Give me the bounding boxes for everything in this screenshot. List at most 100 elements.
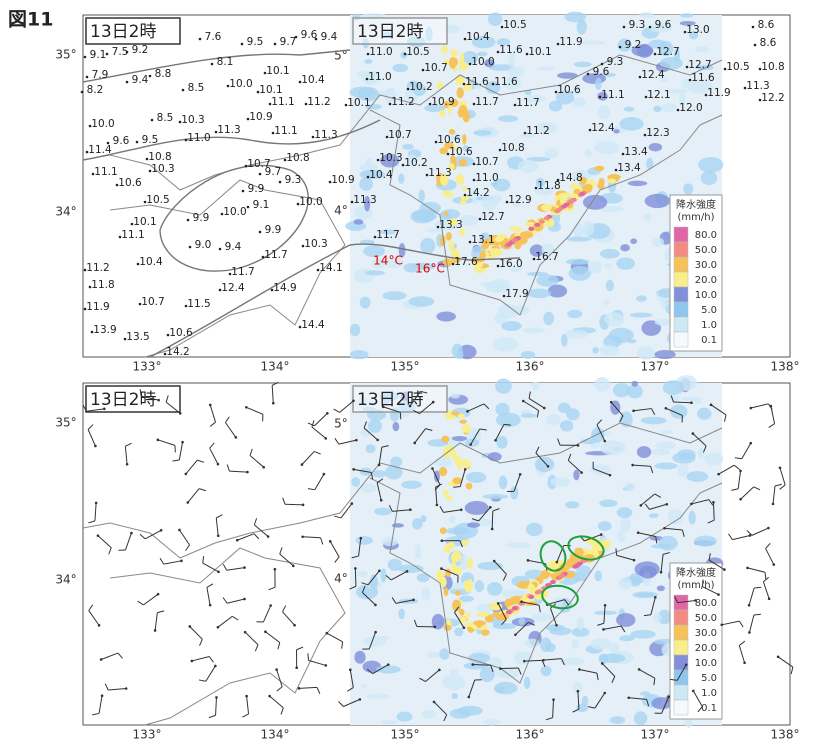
rain-cell [354,268,374,283]
station-dot [187,219,190,222]
wind-station [98,624,101,627]
station-temperature: 11.2 [526,125,549,137]
radar-time-label: 13日2時 [357,22,423,42]
rain-cell [566,408,580,420]
rain-cell [653,106,661,112]
station-temperature: 9.2 [132,44,149,56]
rain-band [520,231,533,239]
y-axis-label: 34° [55,573,76,587]
rain-band [574,547,583,554]
rain-core [528,227,534,231]
rain-band [440,527,447,534]
rain-cell [521,413,537,418]
legend-swatch [674,317,688,332]
wind-station [217,626,220,629]
rain-cell [366,158,372,167]
wind-barb [473,665,491,666]
rain-cell [620,517,630,532]
rain-band [463,459,470,468]
wind-station [236,539,239,542]
wind-station [267,535,270,538]
rain-cell [651,697,671,709]
rain-cell [442,674,465,690]
wind-station [413,442,416,445]
wind-station [633,559,636,562]
legend-swatch [674,227,688,242]
rain-cell [606,280,614,291]
station-temperature: 10.4 [301,74,325,86]
station-temperature: 14.9 [273,282,296,294]
station-temperature: 17.9 [505,288,528,300]
wind-station [639,504,642,507]
x-axis-label: 137° [641,728,670,742]
rain-cell [392,64,408,73]
wind-station [494,439,497,442]
rain-band [456,87,463,98]
wind-station [777,656,780,659]
wind-station [603,692,606,695]
rain-cell [653,612,662,622]
rain-cell [625,483,635,491]
rain-cell [604,312,624,326]
legend-level: 30.0 [695,260,717,271]
station-temperature: 13.1 [471,234,494,246]
station-dot [247,206,250,209]
station-temperature: 12.3 [646,127,669,139]
wind-station [264,630,267,633]
wind-station [460,508,463,511]
rain-cell [392,523,404,527]
rain-cell [594,377,610,392]
station-temperature: 9.9 [193,212,210,224]
station-dot [136,141,139,144]
station-dot [151,119,154,122]
station-temperature: 10.4 [466,31,490,43]
station-temperature: 10.0 [223,206,246,218]
wind-station [602,628,605,631]
rain-band [442,190,451,195]
rain-cell [694,536,717,547]
rain-cell [398,173,404,184]
station-dot [274,43,277,46]
rain-band [459,609,465,616]
rain-core [557,575,563,579]
wind-barb [673,402,691,403]
rain-cell [616,257,635,269]
wind-station [527,559,530,562]
station-temperature: 8.6 [760,37,777,49]
station-dot [259,231,262,234]
rain-cell [701,171,717,185]
wind-station [269,604,272,607]
x-axis-label: 134° [261,360,290,374]
rain-band [441,46,448,54]
rain-cell [522,328,545,334]
station-dot [754,44,757,47]
station-temperature: 12.4 [221,282,245,294]
rain-cell [639,566,656,579]
rain-band [594,166,604,171]
station-temperature: 10.1 [347,97,370,109]
legend-swatch [674,685,688,700]
station-temperature: 9.5 [142,134,159,146]
wind-station [543,407,546,410]
rain-band [476,622,484,627]
station-temperature: 12.2 [761,92,784,104]
wind-station [329,540,332,543]
rain-band [481,629,490,635]
rain-cell [567,237,592,242]
radar-lat-label: 5° [334,417,348,431]
rain-cell [619,635,635,641]
station-temperature: 10.5 [726,61,749,73]
rain-cell [466,472,486,483]
wind-station [438,669,441,672]
rain-cell [658,536,677,551]
wind-station [489,506,492,509]
station-temperature: 11.2 [86,262,109,274]
station-temperature: 11.3 [428,167,451,179]
legend-swatch [674,610,688,625]
rain-cell [627,385,643,399]
rain-cell [688,511,695,525]
rain-cell [475,580,485,592]
rain-band [460,53,464,60]
wind-barb [500,668,518,669]
wind-station [245,695,248,698]
